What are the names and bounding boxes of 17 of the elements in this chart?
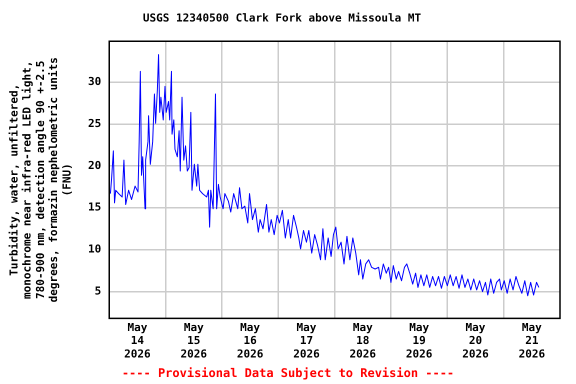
y-tick-label: 30 bbox=[88, 75, 102, 88]
y-tick-label: 20 bbox=[88, 158, 102, 172]
y-tick-label: 25 bbox=[88, 116, 102, 130]
x-tick-label: May 20 2026 bbox=[462, 320, 490, 360]
text: ---- Provisional Data Subject to Revision ---- bbox=[120, 366, 456, 380]
x-tick-label: May 14 2026 bbox=[124, 320, 152, 360]
y-tick-label: 5 bbox=[94, 284, 102, 298]
x-tick-label: May 21 2026 bbox=[518, 320, 546, 360]
chart-title: USGS 12340500 Clark Fork above Missoula MT bbox=[142, 11, 422, 24]
y-tick-label: 10 bbox=[88, 242, 102, 256]
y-tick-label: 15 bbox=[88, 200, 102, 214]
x-tick-label: May 17 2026 bbox=[293, 320, 320, 360]
x-tick-label: May 15 2026 bbox=[180, 320, 208, 360]
x-tick-label: May 16 2026 bbox=[236, 320, 264, 360]
x-tick-label: May 19 2026 bbox=[406, 320, 433, 360]
y-axis-title: Turbidity, water, unfiltered, monochrome near infra-red LED light, 780-900 nm, detection angle 90 +-2.5 degrees, formazin nephelometric units (FNU) bbox=[7, 57, 74, 302]
x-tick-label: May 18 2026 bbox=[350, 320, 376, 360]
